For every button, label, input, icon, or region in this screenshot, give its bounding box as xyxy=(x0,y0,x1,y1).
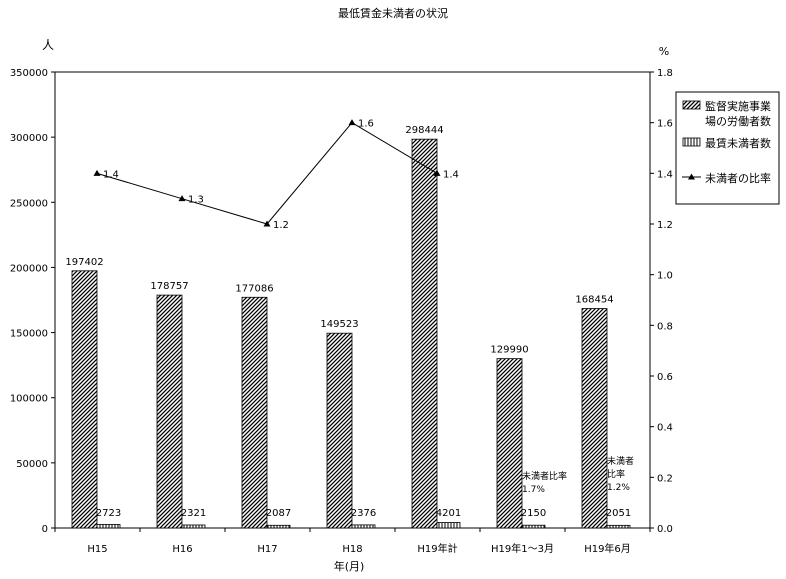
y-tick-label-right: 1.4 xyxy=(657,169,673,180)
legend: 監督実施事業 場の労働者数 最賃未満者数 未満者の比率 xyxy=(675,91,780,205)
y-tick-label-left: 150000 xyxy=(10,329,48,340)
data-label-workers: 178757 xyxy=(150,281,188,292)
y-tick-label-right: 0.0 xyxy=(657,524,673,535)
data-label-workers: 149523 xyxy=(320,319,358,330)
legend-frame xyxy=(675,91,780,205)
plot-area: 0 50000 100000 150000 200000 250000 300000 3500… xyxy=(10,68,673,555)
data-label-workers: 197402 xyxy=(65,257,103,268)
data-label-workers: 177086 xyxy=(235,283,273,294)
data-label-below-min: 2051 xyxy=(606,508,631,519)
x-tick-label: H16 xyxy=(172,544,192,555)
legend-label-ratio: 未満者の比率 xyxy=(705,171,771,185)
ratio-marker xyxy=(348,119,356,126)
x-tick-label: H19年6月 xyxy=(584,542,631,555)
bar-workers xyxy=(411,138,438,529)
bar-below-min xyxy=(351,524,376,529)
data-label-below-min: 2150 xyxy=(521,508,546,519)
annotation-text: 1.7% xyxy=(522,485,545,495)
annotation-text: 未満者比率 xyxy=(522,470,567,482)
y-tick-label-right: 0.4 xyxy=(657,423,673,434)
data-label-ratio: 1.3 xyxy=(188,195,204,206)
y-tick-label-left: 50000 xyxy=(16,459,48,470)
data-label-workers: 168454 xyxy=(575,295,613,306)
bar-below-min xyxy=(96,524,121,529)
y-tick-label-right: 0.8 xyxy=(657,321,673,332)
bar-workers xyxy=(156,294,183,529)
x-tick-label: H17 xyxy=(257,544,277,555)
data-label-below-min: 2376 xyxy=(351,508,376,519)
y-axis-unit-right: % xyxy=(659,45,669,58)
ratio-marker xyxy=(433,169,441,176)
legend-label-below-min: 最賃未満者数 xyxy=(705,136,771,150)
y-tick-label-left: 100000 xyxy=(10,394,48,405)
ratio-line xyxy=(96,122,438,225)
y-axis-unit-left: 人 xyxy=(42,38,54,52)
data-label-ratio: 1.4 xyxy=(443,169,459,180)
data-label-ratio: 1.4 xyxy=(103,169,119,180)
data-label-below-min: 2321 xyxy=(181,508,206,519)
annotation-text: 1.2% xyxy=(607,483,630,493)
x-tick-label: H19年計 xyxy=(417,542,457,555)
ratio-marker xyxy=(263,220,271,227)
legend-swatch-below-min xyxy=(682,137,701,147)
x-tick-label: H15 xyxy=(87,544,107,555)
y-tick-label-left: 300000 xyxy=(10,133,48,144)
legend-label-workers-line1: 監督実施事業 xyxy=(705,99,771,113)
bar-workers xyxy=(581,308,608,529)
x-axis-label: 年(月) xyxy=(334,559,365,573)
y-tick-label-right: 1.6 xyxy=(657,119,673,130)
bar-workers xyxy=(71,270,98,529)
bar-workers xyxy=(241,296,268,529)
ratio-marker xyxy=(93,169,101,176)
bar-below-min xyxy=(266,524,291,529)
data-label-workers: 129990 xyxy=(490,345,528,356)
data-label-below-min: 2087 xyxy=(266,508,291,519)
y-tick-label-left: 250000 xyxy=(10,198,48,209)
legend-label-workers-line2: 場の労働者数 xyxy=(705,114,771,128)
y-tick-label-right: 1.8 xyxy=(657,68,673,79)
x-tick-label: H19年1～3月 xyxy=(491,542,554,555)
y-tick-label-right: 0.2 xyxy=(657,473,673,484)
y-tick-label-left: 0 xyxy=(42,524,48,535)
y-tick-label-right: 1.2 xyxy=(657,220,673,231)
data-label-below-min: 4201 xyxy=(436,508,461,519)
bar-workers xyxy=(326,332,353,529)
data-label-ratio: 1.2 xyxy=(273,220,289,231)
bar-workers xyxy=(496,358,523,529)
bar-below-min xyxy=(521,524,546,529)
y-tick-label-right: 0.6 xyxy=(657,372,673,383)
ratio-marker xyxy=(178,195,186,202)
annotation-text: 比率 xyxy=(607,468,625,480)
data-label-ratio: 1.6 xyxy=(358,119,374,130)
y-tick-label-left: 200000 xyxy=(10,263,48,274)
chart-title: 最低賃金未満者の状況 xyxy=(338,6,448,20)
bar-below-min xyxy=(436,522,461,529)
annotation-text: 未満者 xyxy=(607,455,634,467)
data-label-workers: 298444 xyxy=(405,125,443,136)
data-label-below-min: 2723 xyxy=(96,508,121,519)
plot-frame xyxy=(54,71,651,529)
bar-below-min xyxy=(606,524,631,529)
legend-swatch-workers xyxy=(682,100,701,110)
legend-marker-ratio xyxy=(688,173,695,180)
y-tick-label-right: 1.0 xyxy=(657,271,673,282)
x-tick-label: H18 xyxy=(342,544,362,555)
bar-below-min xyxy=(181,524,206,529)
y-tick-label-left: 350000 xyxy=(10,68,48,79)
